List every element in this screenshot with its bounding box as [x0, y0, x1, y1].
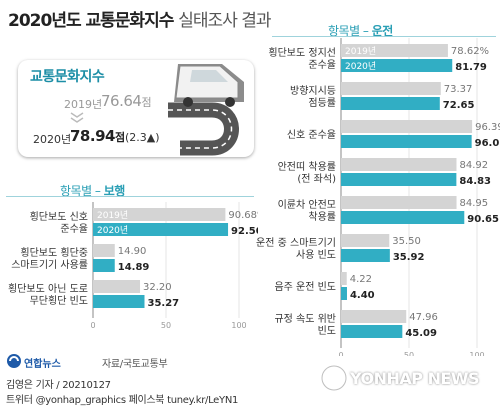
tick-label: 0: [90, 321, 95, 330]
series-label-2020: 2020년: [345, 61, 376, 72]
category-label: 횡단보도 신호: [30, 211, 88, 223]
driving-section-title: 항목별 – 운전: [328, 24, 393, 38]
category-label: 점등률: [308, 97, 336, 109]
bar-2020: [93, 259, 115, 272]
bar-2019: [341, 196, 457, 209]
category-label: 안전띠 착용률: [278, 161, 336, 173]
category-label: 횡단보도 횡단중: [20, 247, 88, 259]
value-label-2019: 84.92: [459, 160, 488, 171]
chevron-down-icon: [70, 112, 84, 123]
bar-2020: [93, 295, 145, 308]
value-label-2019: 35.50: [392, 236, 421, 247]
value-label-2020: 92.50: [231, 226, 258, 237]
value-label-2020: 81.79: [455, 62, 487, 73]
value-label-2020: 45.09: [405, 328, 437, 339]
bar-2019: [341, 158, 457, 171]
tick-label: 100: [469, 351, 484, 356]
reporter-text: 김영은 기자 / 20210127: [6, 380, 111, 391]
bar-2019: [341, 82, 441, 95]
bar-2019: [341, 120, 473, 133]
bar-2019: [341, 44, 448, 57]
bar-2020: [341, 135, 472, 148]
category-label: (전 좌석): [297, 173, 336, 185]
bar-2019: [93, 208, 226, 221]
value-label-2020: 84.83: [459, 176, 491, 187]
value-label-2020: 35.92: [393, 252, 425, 263]
series-label-2020: 2020년: [97, 225, 128, 236]
source-text: 자료/국토교통부: [102, 359, 168, 370]
bar-2020: [93, 223, 229, 236]
value-label-2019: 14.90: [118, 246, 147, 257]
bar-2020: [341, 59, 453, 72]
bar-2020: [341, 211, 465, 224]
category-label: 준수율: [308, 59, 336, 71]
up-arrow-icon: ▲: [146, 131, 156, 144]
bar-2019: [93, 244, 115, 257]
bar-2019: [341, 310, 407, 323]
bar-2019: [341, 272, 347, 285]
road-car-illustration: [168, 64, 244, 156]
value-label-2020: 90.65: [467, 214, 499, 225]
page-title: 2020년도 교통문화지수 실태조사 결과: [8, 11, 272, 31]
category-label: 규정 속도 위반: [274, 312, 336, 325]
bar-2019: [341, 234, 390, 247]
yonhap-logo-text: 연합뉴스: [24, 359, 61, 370]
category-label: 착용률: [308, 211, 336, 223]
yonhap-watermark-icon: [320, 364, 348, 392]
bar-2019: [93, 280, 141, 293]
driving-section-divider: [272, 36, 496, 37]
category-label: 방향지시등: [290, 85, 336, 97]
value-label-2020: 72.65: [443, 100, 475, 111]
bar-2020: [341, 249, 390, 262]
tick-label: 100: [231, 321, 246, 330]
series-label-2019: 2019년: [97, 210, 128, 221]
summary-year-2019: 2019년: [64, 98, 103, 111]
category-label: 횡단보도 정지선: [268, 47, 336, 59]
value-label-2020: 96.06: [475, 138, 500, 149]
value-label-2019: 78.62%: [451, 46, 489, 57]
value-label-2020: 14.89: [118, 262, 150, 273]
value-label-2019: 96.39: [475, 122, 500, 133]
category-label: 무단횡단 빈도: [30, 295, 88, 307]
category-label: 음주 운전 빈도: [274, 281, 336, 293]
value-label-2019: 4.22: [350, 274, 372, 285]
bar-2020: [341, 173, 457, 186]
category-label: 준수율: [60, 223, 88, 235]
value-label-2019: 32.20: [143, 282, 172, 293]
value-label-2019: 84.95: [460, 198, 489, 209]
value-label-2019: 73.37: [444, 84, 473, 95]
category-label: 신호 준수율: [287, 129, 336, 141]
bar-2020: [341, 97, 440, 110]
bar-2020: [341, 325, 403, 338]
yonhap-logo-icon: [7, 354, 21, 368]
category-label: 사용 빈도: [296, 249, 336, 261]
category-label: 운전 중 스마트기기: [256, 237, 336, 249]
value-label-2020: 35.27: [147, 298, 179, 309]
value-label-2020: 4.40: [350, 290, 375, 301]
value-label-2019: 47.96: [409, 312, 438, 323]
tick-label: 50: [161, 321, 171, 330]
category-label: 스마트기기 사용률: [11, 259, 88, 271]
sns-text: 트위터 @yonhap_graphics 페이스북 tuney.kr/LeYN1: [6, 395, 239, 406]
summary-label: 교통문화지수: [30, 69, 105, 85]
category-label: 이륜차 안전모: [278, 199, 336, 211]
category-label: 빈도: [318, 325, 336, 337]
summary-value-2019: 76.64점: [101, 92, 152, 110]
walking-section-divider: [6, 196, 254, 197]
category-label: 횡단보도 아닌 도로: [8, 283, 88, 295]
bar-2020: [341, 287, 347, 300]
yonhap-watermark-text: YONHAP NEWS: [350, 369, 480, 388]
walking-section-title: 항목별 – 보행: [60, 184, 125, 198]
series-label-2019: 2019년: [345, 46, 376, 57]
summary-value-2020: 78.94점: [70, 127, 125, 145]
summary-year-2020: 2020년: [33, 133, 72, 146]
tick-label: 50: [404, 351, 414, 356]
summary-change: (2.3▲): [125, 131, 160, 144]
tick-label: 0: [338, 351, 343, 356]
value-label-2019: 90.68%: [228, 210, 258, 221]
